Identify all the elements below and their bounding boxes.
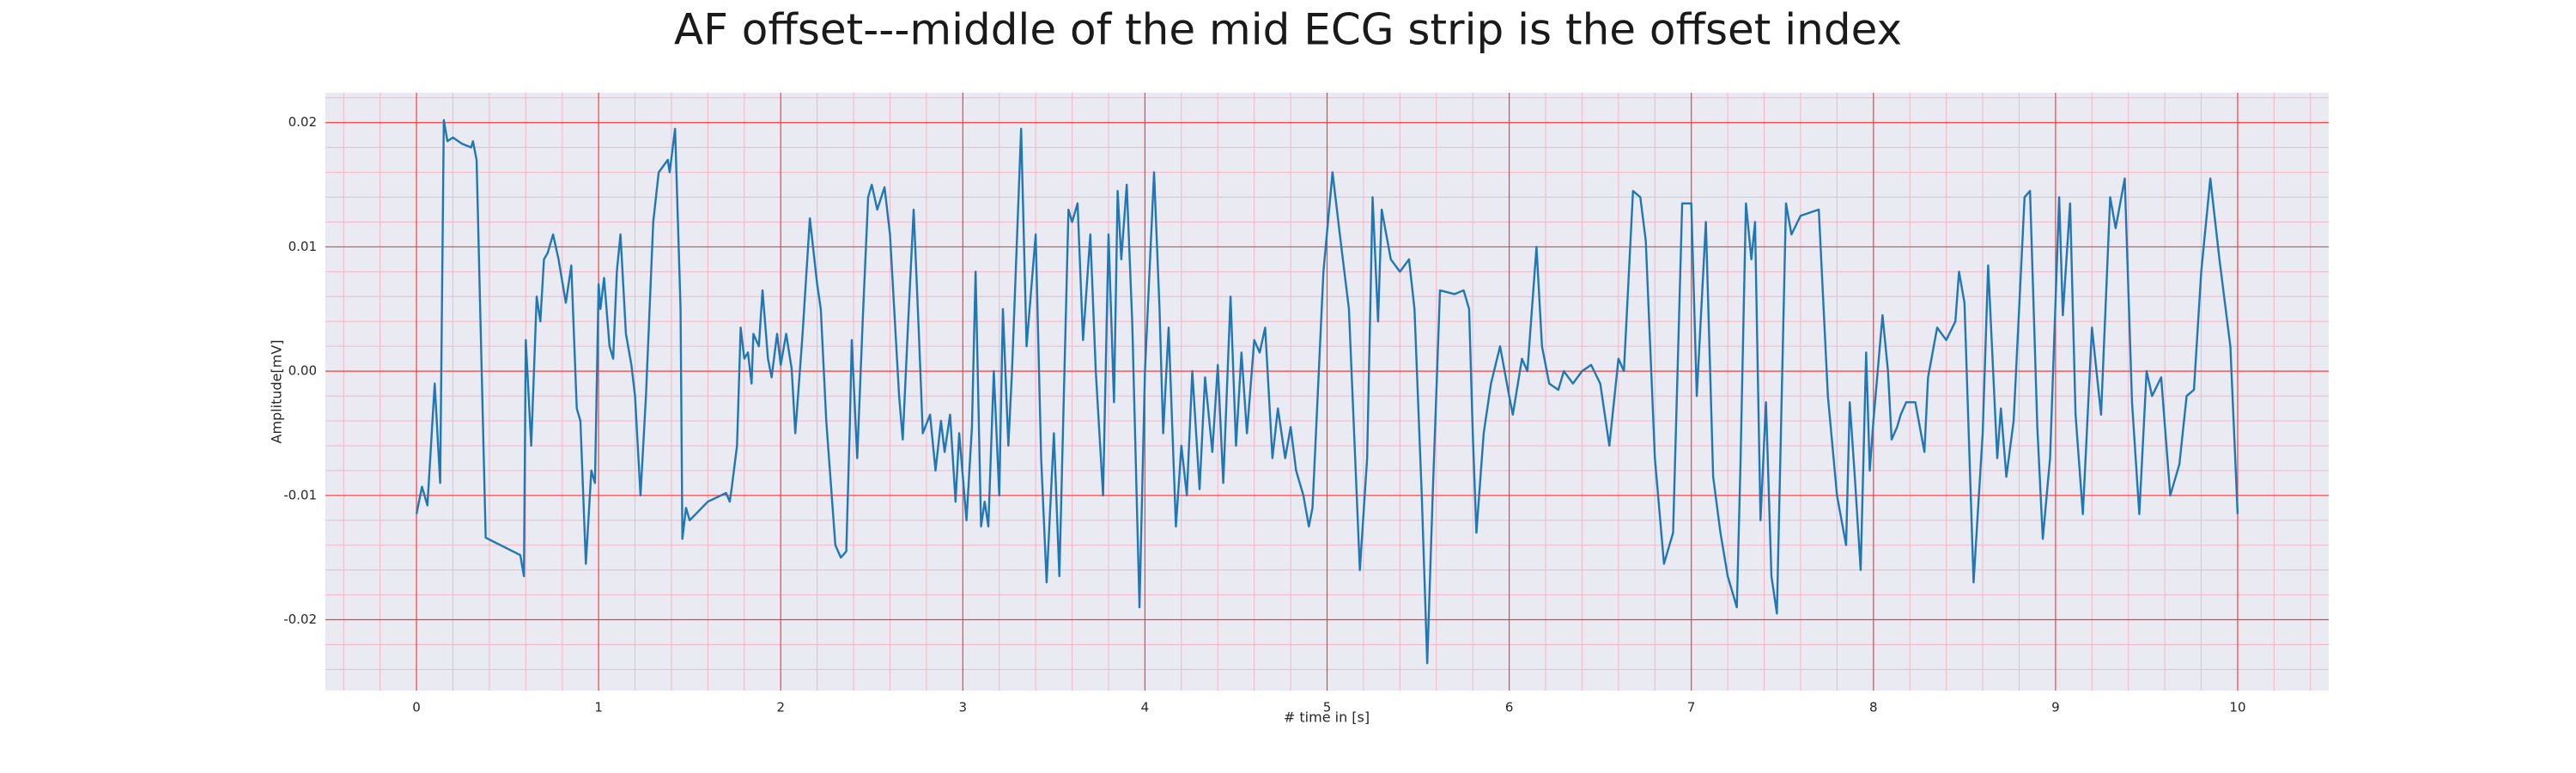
chart-title: AF offset---middle of the mid ECG strip … <box>674 5 1902 55</box>
y-tick-label: -0.01 <box>283 487 317 502</box>
signal-line <box>415 119 2239 665</box>
x-tick-label: 5 <box>1323 700 1332 715</box>
x-tick-label: 0 <box>412 700 421 715</box>
y-tick-label: -0.02 <box>283 612 317 627</box>
x-tick-label: 7 <box>1687 700 1696 715</box>
x-tick-label: 9 <box>2051 700 2060 715</box>
y-axis-label: Amplitude[mV] <box>269 339 285 443</box>
y-tick-label: 0.00 <box>289 363 317 379</box>
x-tick-label: 6 <box>1505 700 1514 715</box>
x-axis-label: # time in [s] <box>1284 709 1370 726</box>
x-tick-label: 2 <box>776 700 785 715</box>
y-tick-label: 0.02 <box>289 114 317 130</box>
x-tick-label: 3 <box>959 700 968 715</box>
x-tick-label: 4 <box>1141 700 1150 715</box>
y-tick-label: 0.01 <box>289 239 317 254</box>
x-tick-label: 1 <box>594 700 603 715</box>
x-tick-label: 10 <box>2229 700 2245 715</box>
x-tick-label: 8 <box>1869 700 1878 715</box>
